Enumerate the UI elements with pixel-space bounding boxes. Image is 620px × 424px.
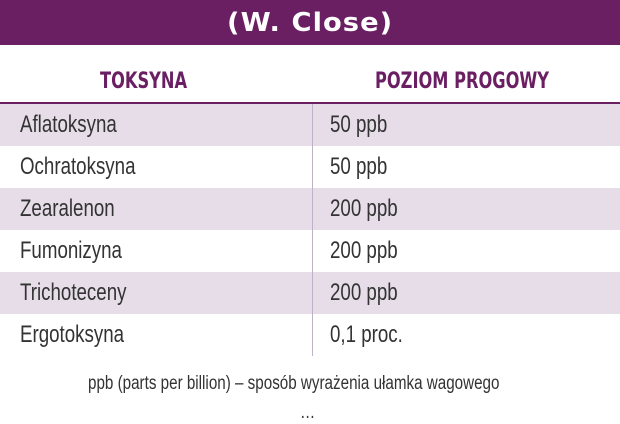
table-title: (W. Close) <box>226 7 394 38</box>
threshold-cell: 50 ppb <box>330 111 388 138</box>
table-row: Fumonizyna 200 ppb <box>0 230 620 272</box>
footnote-continuation: … <box>300 402 316 423</box>
toxin-cell: Ochratoksyna <box>20 153 136 180</box>
threshold-cell: 0,1 proc. <box>330 321 403 348</box>
table-row: Zearalenon 200 ppb <box>0 188 620 230</box>
table-row: Trichoteceny 200 ppb <box>0 272 620 314</box>
column-header-threshold: POZIOM PROGOWY <box>375 68 550 94</box>
column-header-toxin: TOKSYNA <box>100 68 188 94</box>
footnote: ppb (parts per billion) – sposób wyrażen… <box>88 373 500 394</box>
header-divider <box>0 102 620 104</box>
table-row: Ergotoksyna 0,1 proc. <box>0 314 620 356</box>
threshold-cell: 50 ppb <box>330 153 388 180</box>
threshold-cell: 200 ppb <box>330 237 398 264</box>
toxin-cell: Trichoteceny <box>20 279 127 306</box>
toxin-cell: Aflatoksyna <box>20 111 117 138</box>
table-row: Aflatoksyna 50 ppb <box>0 104 620 146</box>
threshold-cell: 200 ppb <box>330 195 398 222</box>
threshold-cell: 200 ppb <box>330 279 398 306</box>
table-row: Ochratoksyna 50 ppb <box>0 146 620 188</box>
toxin-threshold-table: TOKSYNA POZIOM PROGOWY Aflatoksyna 50 pp… <box>0 60 620 356</box>
toxin-cell: Fumonizyna <box>20 237 122 264</box>
table-header-row: TOKSYNA POZIOM PROGOWY <box>0 60 620 102</box>
toxin-cell: Zearalenon <box>20 195 115 222</box>
column-divider <box>312 104 313 356</box>
toxin-cell: Ergotoksyna <box>20 321 125 348</box>
table-title-bar: (W. Close) <box>0 0 620 45</box>
